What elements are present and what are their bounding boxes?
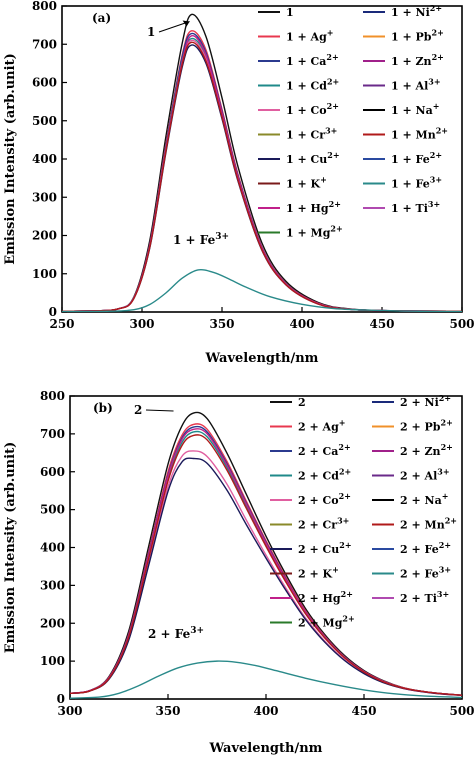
series-line — [62, 35, 462, 312]
x-tick-label: 400 — [253, 704, 278, 718]
fe3-annotation: 2 + Fe3+ — [148, 626, 204, 641]
y-tick-label: 700 — [32, 37, 57, 51]
legend-entry: 2 + Hg2+ — [298, 589, 353, 605]
legend-entry: 2 + Fe2+ — [400, 540, 451, 556]
series-line — [70, 425, 462, 696]
legend-entry: 1 + Cu2+ — [286, 150, 340, 166]
legend-entry: 2 + Ni2+ — [400, 393, 451, 409]
legend-entry: 1 + Cd2+ — [286, 77, 339, 93]
series-line — [70, 434, 462, 696]
y-tick-label: 200 — [40, 616, 65, 630]
legend-entry: 1 + Pb2+ — [391, 28, 444, 44]
legend-entry: 1 + K+ — [286, 175, 327, 191]
legend-entry: 1 + Ti3+ — [391, 199, 440, 215]
legend-entry: 1 + Ca2+ — [286, 52, 339, 68]
y-tick-label: 300 — [32, 190, 57, 204]
legend-entry: 2 + Cd2+ — [298, 467, 351, 483]
y-tick-label: 500 — [40, 503, 65, 517]
x-tick-label: 300 — [129, 317, 154, 331]
y-tick-label: 200 — [32, 229, 57, 243]
legend-entry: 2 + K+ — [298, 565, 339, 581]
legend-entry: 1 + Hg2+ — [286, 199, 341, 215]
y-tick-label: 700 — [40, 427, 65, 441]
legend-entry: 2 — [298, 396, 306, 409]
y-tick-label: 500 — [32, 114, 57, 128]
legend-entry: 2 + Mg2+ — [298, 614, 355, 630]
legend-entry: 1 + Fe2+ — [391, 150, 442, 166]
legend-entry: 2 + Cu2+ — [298, 540, 352, 556]
x-tick-label: 450 — [351, 704, 376, 718]
legend-entry: 2 + Ca2+ — [298, 442, 351, 458]
panel-label: (a) — [92, 11, 111, 25]
x-tick-label: 350 — [155, 704, 180, 718]
legend-entry: 1 + Fe3+ — [391, 175, 442, 191]
series-line — [70, 660, 462, 699]
y-axis-label: Emission Intensity (arb.unit) — [3, 442, 18, 653]
x-tick-label: 500 — [449, 317, 474, 331]
y-tick-label: 0 — [57, 692, 65, 706]
legend-entry: 1 + Zn2+ — [391, 52, 444, 68]
legend-entry: 1 + Ag+ — [286, 28, 333, 44]
x-tick-label: 450 — [369, 317, 394, 331]
y-tick-label: 300 — [40, 578, 65, 592]
x-tick-label: 250 — [49, 317, 74, 331]
panel-b: 300 350 400 450 500 0 100 200 300 400 500 600 700 800… — [3, 389, 474, 756]
legend-entry: 2 + Fe3+ — [400, 565, 451, 581]
x-axis-label: Wavelength/nm — [209, 741, 323, 756]
legend-entry: 2 + Na+ — [400, 491, 448, 507]
x-tick-label: 300 — [57, 704, 82, 718]
y-tick-label: 800 — [32, 0, 57, 13]
y-tick-label: 800 — [40, 389, 65, 403]
y-tick-label: 400 — [40, 541, 65, 555]
x-axis-label: Wavelength/nm — [205, 351, 319, 366]
panel-label: (b) — [93, 401, 113, 415]
legend-entry: 2 + Ag+ — [298, 418, 345, 434]
annotation-line — [145, 409, 174, 412]
compound-annotation: 1 — [147, 25, 155, 39]
y-axis-label: Emission Intensity (arb.unit) — [3, 53, 18, 264]
series-line — [62, 30, 462, 312]
legend-entry: 2 + Al3+ — [400, 467, 450, 483]
arrow-head — [182, 20, 190, 27]
legend-entry: 1 + Mn2+ — [391, 126, 448, 142]
legend-entry: 1 + Na+ — [391, 101, 439, 117]
series-line — [62, 269, 462, 312]
y-tick-label: 100 — [40, 654, 65, 668]
legend-entry: 2 + Mn2+ — [400, 516, 457, 532]
legend-entry: 1 + Cr3+ — [286, 126, 337, 142]
y-tick-label: 0 — [49, 305, 57, 319]
y-tick-label: 600 — [40, 465, 65, 479]
fe3-annotation: 1 + Fe3+ — [173, 232, 229, 247]
panel-a: 250 300 350 400 450 500 0 100 200 300 400 500 600 700… — [3, 0, 474, 366]
legend-entry: 2 + Pb2+ — [400, 418, 453, 434]
x-tick-label: 500 — [449, 704, 474, 718]
legend-entry: 1 + Al3+ — [391, 77, 441, 93]
compound-annotation: 2 — [134, 403, 142, 417]
legend-entry: 1 + Mg2+ — [286, 224, 343, 240]
x-tick-label: 400 — [289, 317, 314, 331]
legend-entry: 1 + Ni2+ — [391, 3, 442, 19]
legend-entry: 1 — [286, 6, 294, 19]
legend-entry: 2 + Zn2+ — [400, 442, 453, 458]
series-line — [62, 41, 462, 312]
y-tick-label: 400 — [32, 152, 57, 166]
series-line — [62, 32, 462, 312]
legend-entry: 1 + Co2+ — [286, 101, 339, 117]
y-tick-label: 100 — [32, 267, 57, 281]
legend-entry: 2 + Co2+ — [298, 491, 351, 507]
legend-entry: 2 + Cr3+ — [298, 516, 349, 532]
x-tick-label: 350 — [209, 317, 234, 331]
y-tick-label: 600 — [32, 76, 57, 90]
legend-entry: 2 + Ti3+ — [400, 589, 449, 605]
series-line — [70, 423, 462, 696]
